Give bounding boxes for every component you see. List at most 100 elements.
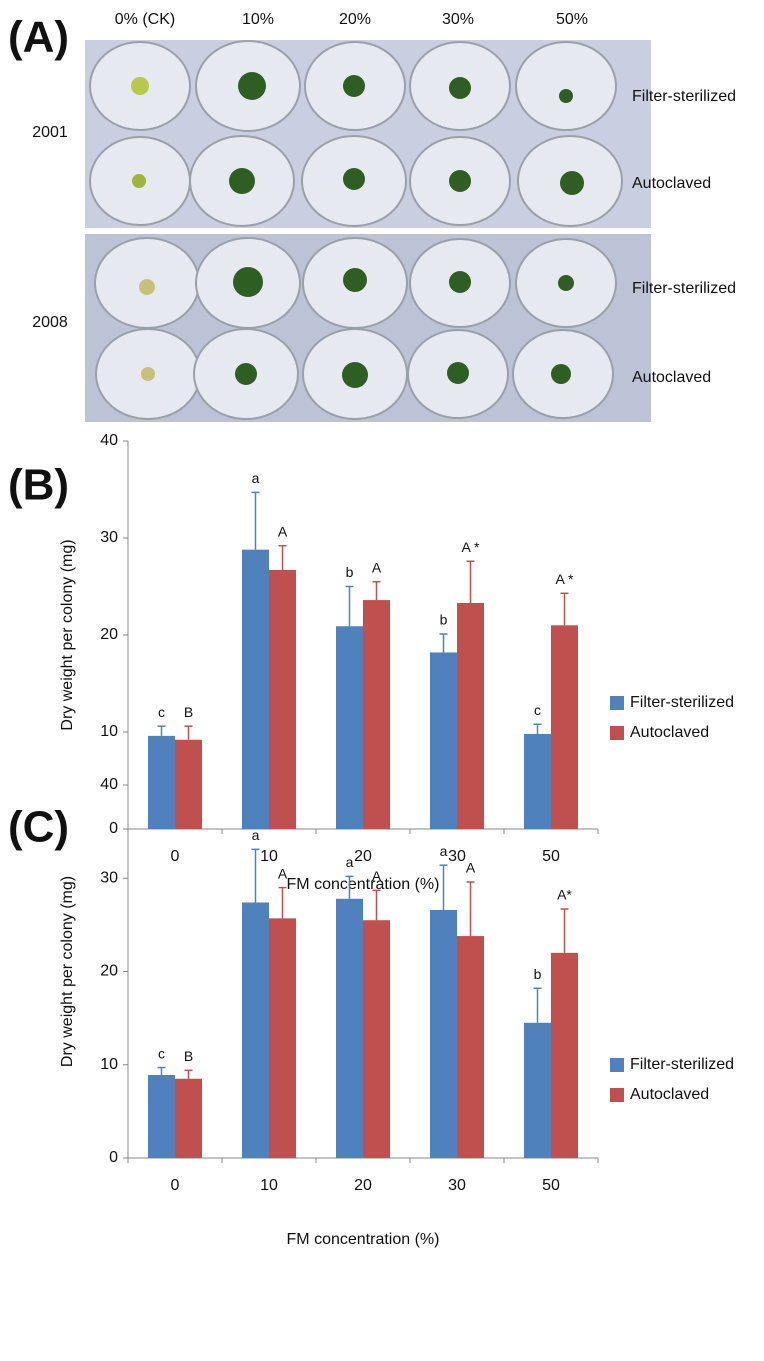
- significance-label: A: [278, 523, 288, 539]
- colony: [141, 367, 155, 381]
- legend-label: Autoclaved: [630, 1086, 709, 1103]
- significance-label: A: [466, 860, 476, 876]
- colony: [551, 364, 571, 384]
- colony: [560, 171, 584, 195]
- colony: [131, 77, 149, 95]
- y-tick-label: 20: [100, 963, 118, 980]
- colony: [233, 267, 263, 297]
- bar: [269, 918, 296, 1158]
- legend-swatch: [610, 726, 624, 740]
- year-label: 2008: [32, 314, 68, 331]
- y-tick-label: 20: [100, 626, 118, 643]
- y-tick-label: 30: [100, 529, 118, 546]
- column-label: 10%: [242, 11, 274, 28]
- x-tick-label: 10: [260, 848, 278, 865]
- colony: [449, 170, 471, 192]
- bar: [551, 625, 578, 829]
- significance-label: A: [372, 868, 382, 884]
- y-axis-title: Dry weight per colony (mg): [59, 876, 76, 1067]
- colony: [343, 75, 365, 97]
- x-tick-label: 0: [171, 848, 180, 865]
- x-tick-label: 50: [542, 848, 560, 865]
- row-label: Filter-sterilized: [632, 280, 736, 297]
- panel-label: (B): [8, 461, 69, 510]
- colony: [343, 268, 367, 292]
- bar: [269, 570, 296, 829]
- y-tick-label: 30: [100, 869, 118, 886]
- colony: [132, 174, 146, 188]
- x-axis-title: FM concentration (%): [287, 1231, 440, 1248]
- bar: [524, 1022, 551, 1158]
- colony: [447, 362, 469, 384]
- bar: [457, 936, 484, 1158]
- significance-label: B: [184, 1048, 193, 1064]
- x-tick-label: 20: [354, 848, 372, 865]
- row-label: Filter-sterilized: [632, 88, 736, 105]
- significance-label: B: [184, 704, 193, 720]
- y-axis-title: Dry weight per colony (mg): [59, 539, 76, 730]
- bar: [457, 602, 484, 829]
- y-tick-label: 40: [100, 432, 118, 449]
- y-tick-label: 10: [100, 1056, 118, 1073]
- colony: [449, 271, 471, 293]
- bar: [524, 733, 551, 829]
- significance-label: c: [534, 702, 541, 718]
- legend-label: Filter-sterilized: [630, 694, 734, 711]
- significance-label: c: [158, 1045, 165, 1061]
- x-tick-label: 30: [448, 1177, 466, 1194]
- significance-label: a: [252, 827, 260, 843]
- significance-label: A*: [557, 887, 572, 903]
- colony: [342, 362, 368, 388]
- y-tick-label: 40: [100, 776, 118, 793]
- x-tick-label: 50: [542, 1177, 560, 1194]
- significance-label: b: [346, 564, 354, 580]
- bar: [175, 1078, 202, 1158]
- significance-label: c: [158, 704, 165, 720]
- x-tick-label: 10: [260, 1177, 278, 1194]
- bar: [242, 549, 269, 829]
- significance-label: A *: [462, 539, 480, 555]
- colony: [343, 168, 365, 190]
- legend-label: Filter-sterilized: [630, 1056, 734, 1073]
- significance-label: A: [372, 559, 382, 575]
- bar: [148, 735, 175, 829]
- colony: [235, 363, 257, 385]
- dish: [515, 41, 617, 131]
- significance-label: a: [346, 854, 354, 870]
- colony: [559, 89, 573, 103]
- significance-label: A: [278, 865, 288, 881]
- column-label: 20%: [339, 11, 371, 28]
- x-tick-label: 0: [171, 1177, 180, 1194]
- year-label: 2001: [32, 124, 68, 141]
- row-label: Autoclaved: [632, 175, 711, 192]
- panel-label: (A): [8, 13, 69, 62]
- row-label: Autoclaved: [632, 369, 711, 386]
- x-tick-label: 30: [448, 848, 466, 865]
- bar: [363, 920, 390, 1158]
- x-tick-label: 20: [354, 1177, 372, 1194]
- bar: [551, 952, 578, 1158]
- legend-swatch: [610, 1058, 624, 1072]
- bar: [336, 898, 363, 1158]
- column-label: 50%: [556, 11, 588, 28]
- legend-swatch: [610, 1088, 624, 1102]
- significance-label: A *: [556, 571, 574, 587]
- bar: [175, 739, 202, 829]
- bar: [363, 600, 390, 829]
- panel-label: (C): [8, 803, 69, 852]
- colony: [229, 168, 255, 194]
- column-label: 30%: [442, 11, 474, 28]
- significance-label: b: [534, 966, 542, 982]
- y-tick-label: 0: [109, 820, 118, 837]
- legend-swatch: [610, 696, 624, 710]
- colony: [558, 275, 574, 291]
- bar: [430, 909, 457, 1158]
- y-tick-label: 0: [109, 1149, 118, 1166]
- colony: [449, 77, 471, 99]
- bar: [336, 626, 363, 829]
- colony: [238, 72, 266, 100]
- y-tick-label: 10: [100, 723, 118, 740]
- significance-label: a: [440, 843, 448, 859]
